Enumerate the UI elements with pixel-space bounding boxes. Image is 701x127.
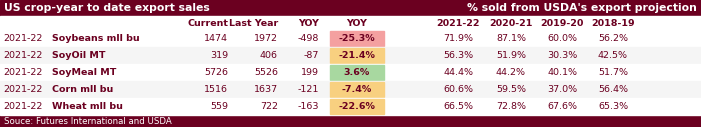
Text: 56.3%: 56.3% [443, 51, 473, 60]
Text: 5726: 5726 [204, 68, 228, 77]
Bar [0, 115, 701, 127]
Text: 2021-22: 2021-22 [3, 102, 42, 111]
Text: -163: -163 [297, 102, 319, 111]
Text: 1972: 1972 [254, 34, 278, 43]
Text: SoyMeal MT: SoyMeal MT [52, 68, 116, 77]
Text: 67.6%: 67.6% [547, 102, 577, 111]
Text: 5526: 5526 [254, 68, 278, 77]
Text: 51.7%: 51.7% [598, 68, 628, 77]
Text: 44.4%: 44.4% [443, 68, 473, 77]
Bar [330, 48, 384, 63]
Text: 2021-22: 2021-22 [3, 34, 42, 43]
Text: 30.3%: 30.3% [547, 51, 577, 60]
Text: -121: -121 [298, 85, 319, 94]
Bar [0, 98, 701, 115]
Text: 37.0%: 37.0% [547, 85, 577, 94]
Text: -7.4%: -7.4% [342, 85, 372, 94]
Bar [0, 16, 701, 30]
Text: 1637: 1637 [254, 85, 278, 94]
Bar [330, 65, 384, 80]
Text: 1516: 1516 [204, 85, 228, 94]
Text: 66.5%: 66.5% [443, 102, 473, 111]
Bar [0, 0, 701, 16]
Bar [0, 64, 701, 81]
Text: -25.3%: -25.3% [339, 34, 375, 43]
Text: 60.6%: 60.6% [443, 85, 473, 94]
Text: 2018-19: 2018-19 [591, 19, 635, 28]
Text: 722: 722 [260, 102, 278, 111]
Bar [330, 31, 384, 46]
Text: 1474: 1474 [204, 34, 228, 43]
Text: Current: Current [187, 19, 228, 28]
Text: SoyOil MT: SoyOil MT [52, 51, 105, 60]
Text: Corn mll bu: Corn mll bu [52, 85, 114, 94]
Text: 2021-22: 2021-22 [3, 51, 42, 60]
Bar [330, 82, 384, 97]
Text: Last Year: Last Year [229, 19, 278, 28]
Text: 2021-22: 2021-22 [436, 19, 479, 28]
Text: 44.2%: 44.2% [496, 68, 526, 77]
Text: 199: 199 [301, 68, 319, 77]
Text: YOY: YOY [346, 19, 367, 28]
Text: % sold from USDA's export projection: % sold from USDA's export projection [467, 3, 697, 13]
Text: US crop-year to date export sales: US crop-year to date export sales [4, 3, 210, 13]
Text: -22.6%: -22.6% [339, 102, 376, 111]
Text: 406: 406 [260, 51, 278, 60]
Text: YOY: YOY [298, 19, 319, 28]
Text: 60.0%: 60.0% [547, 34, 577, 43]
Text: -87: -87 [304, 51, 319, 60]
Bar [330, 99, 384, 114]
Text: 2021-22: 2021-22 [3, 85, 42, 94]
Text: 56.2%: 56.2% [598, 34, 628, 43]
Text: 559: 559 [210, 102, 228, 111]
Text: Wheat mll bu: Wheat mll bu [52, 102, 123, 111]
Bar [0, 30, 701, 47]
Text: 56.4%: 56.4% [598, 85, 628, 94]
Text: Souce: Futures International and USDA: Souce: Futures International and USDA [4, 116, 172, 125]
Text: Soybeans mll bu: Soybeans mll bu [52, 34, 139, 43]
Text: 319: 319 [210, 51, 228, 60]
Text: 2021-22: 2021-22 [3, 68, 42, 77]
Text: 2020-21: 2020-21 [489, 19, 533, 28]
Text: 72.8%: 72.8% [496, 102, 526, 111]
Bar [0, 81, 701, 98]
Text: 3.6%: 3.6% [344, 68, 370, 77]
Text: 42.5%: 42.5% [598, 51, 628, 60]
Text: -498: -498 [298, 34, 319, 43]
Text: 87.1%: 87.1% [496, 34, 526, 43]
Bar [0, 47, 701, 64]
Text: 2019-20: 2019-20 [540, 19, 584, 28]
Text: 71.9%: 71.9% [443, 34, 473, 43]
Text: 40.1%: 40.1% [547, 68, 577, 77]
Text: 59.5%: 59.5% [496, 85, 526, 94]
Text: 51.9%: 51.9% [496, 51, 526, 60]
Text: 65.3%: 65.3% [598, 102, 628, 111]
Text: -21.4%: -21.4% [339, 51, 376, 60]
